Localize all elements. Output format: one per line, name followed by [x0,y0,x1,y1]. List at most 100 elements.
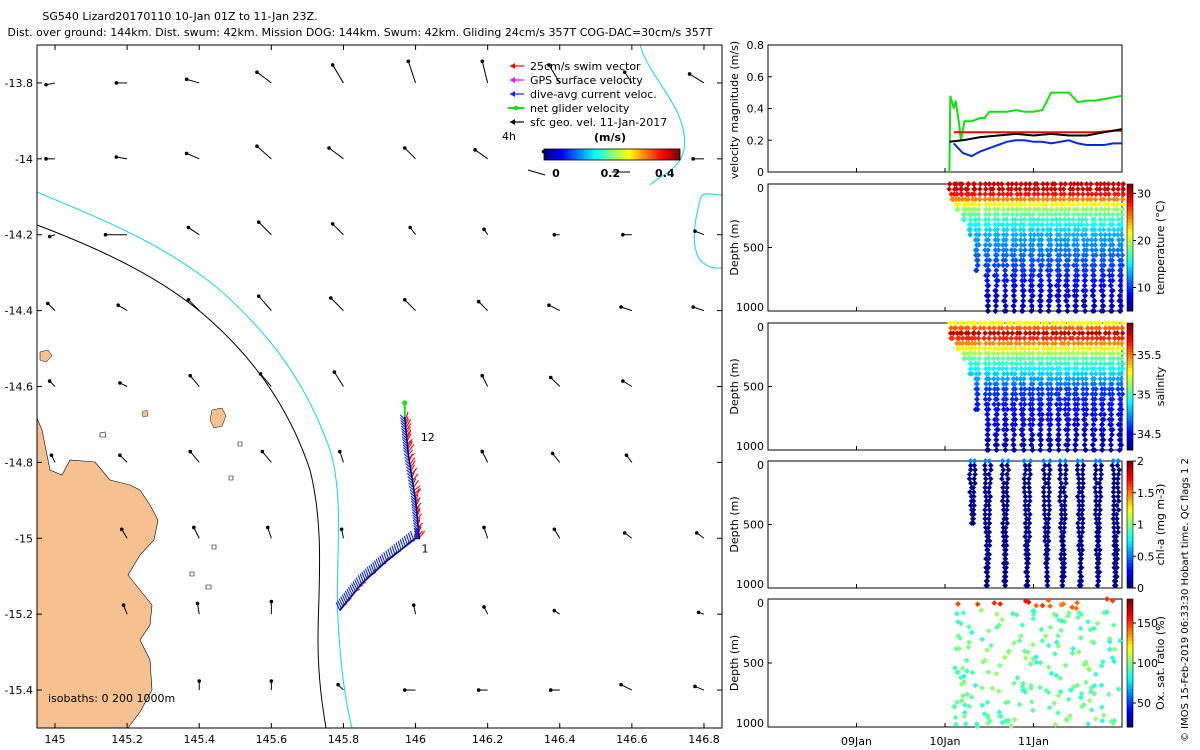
data-point [972,325,978,331]
data-point [1047,298,1054,304]
data-point [974,601,981,608]
surface-velocity-arrowhead [619,682,623,687]
data-point [1003,489,1010,495]
data-point [986,335,992,342]
data-point [1114,515,1120,522]
data-point [1075,370,1081,377]
data-point [1004,471,1010,478]
data-point [1066,376,1072,382]
data-point [1076,649,1082,655]
data-point [1025,582,1031,589]
data-point [1071,237,1078,243]
data-point [1073,426,1080,433]
data-point [972,365,978,372]
chla-profile-colorbar-segment [1127,505,1133,510]
data-point [1070,684,1077,690]
data-point [1038,376,1045,382]
surface-velocity-arrow [478,301,489,311]
data-point [1044,533,1051,540]
data-point [1110,211,1116,218]
data-point [1061,560,1068,567]
surface-velocity-arrowhead [330,63,335,67]
legend-swatch-head [510,119,515,125]
data-point [973,267,980,274]
oxygen-profile-colorbar-segment [1127,605,1133,610]
data-point [1087,186,1094,192]
oxygen-profile-colorbar-segment [1127,701,1133,706]
swim-vector-arrow [414,488,421,495]
data-point [1048,391,1055,397]
data-point [1047,231,1054,238]
map-y-tick-label: -14.8 [5,456,33,469]
data-point [1058,191,1064,197]
data-point [1065,437,1072,443]
data-point [1083,267,1089,274]
data-point [1079,507,1086,513]
data-point [1114,520,1121,527]
data-point [1021,475,1028,482]
data-point [1003,303,1009,309]
data-point [967,458,974,464]
temperature-profile-colorbar-segment [1127,282,1133,287]
data-point [1105,186,1111,192]
data-point [1093,247,1099,253]
data-point [954,330,960,336]
data-point [1041,493,1047,500]
colorbar-segment [608,149,611,160]
salinity-profile-colorbar-segment [1127,364,1133,368]
data-point [1092,396,1098,403]
data-point [1074,325,1081,331]
data-point [1093,355,1100,362]
data-point [1046,471,1053,478]
data-point [990,196,997,203]
data-point [1114,330,1121,336]
data-point [1094,186,1100,192]
data-point [1021,442,1027,448]
temperature-profile-colorbar-segment [1127,304,1133,309]
data-point [1070,350,1077,357]
data-point [1053,237,1060,243]
data-point [1026,529,1032,535]
data-point [1054,298,1061,304]
data-point [1111,191,1118,197]
data-point [1071,370,1078,377]
data-point [982,515,988,522]
data-point [1119,262,1126,269]
data-point [1101,242,1108,248]
data-point [1011,431,1018,438]
data-point [968,201,975,208]
data-point [1102,376,1108,382]
data-point [1061,573,1067,580]
colorbar-segment [618,149,621,160]
data-point [1092,671,1099,678]
data-point [1044,247,1051,253]
data-point [1116,365,1123,372]
data-point [999,462,1005,469]
data-point [1026,498,1033,504]
data-point [1100,431,1106,438]
data-point [1041,498,1048,504]
chla-profile-colorbar-segment [1127,556,1133,560]
data-point [1113,551,1120,558]
data-point [1097,355,1104,362]
surface-velocity-arrowhead [622,70,627,74]
data-point [1110,181,1117,187]
data-point [1066,391,1072,397]
data-point [1021,458,1027,464]
data-point [1013,376,1020,382]
data-point [1057,524,1064,531]
salinity-profile-colorbar-segment [1127,402,1133,407]
dac-arrow [359,573,364,583]
data-point [1100,226,1107,233]
surface-velocity-arrowhead [103,232,108,237]
data-point [1082,303,1088,309]
data-point [1071,330,1078,336]
chla-profile-y-axis-label: Depth (m) [728,496,741,552]
data-point [1108,442,1114,448]
data-point [1028,699,1035,705]
data-point [1034,181,1040,187]
data-point [1118,303,1125,309]
data-point [1029,391,1036,397]
data-point [1096,350,1103,357]
data-point [1097,381,1104,387]
